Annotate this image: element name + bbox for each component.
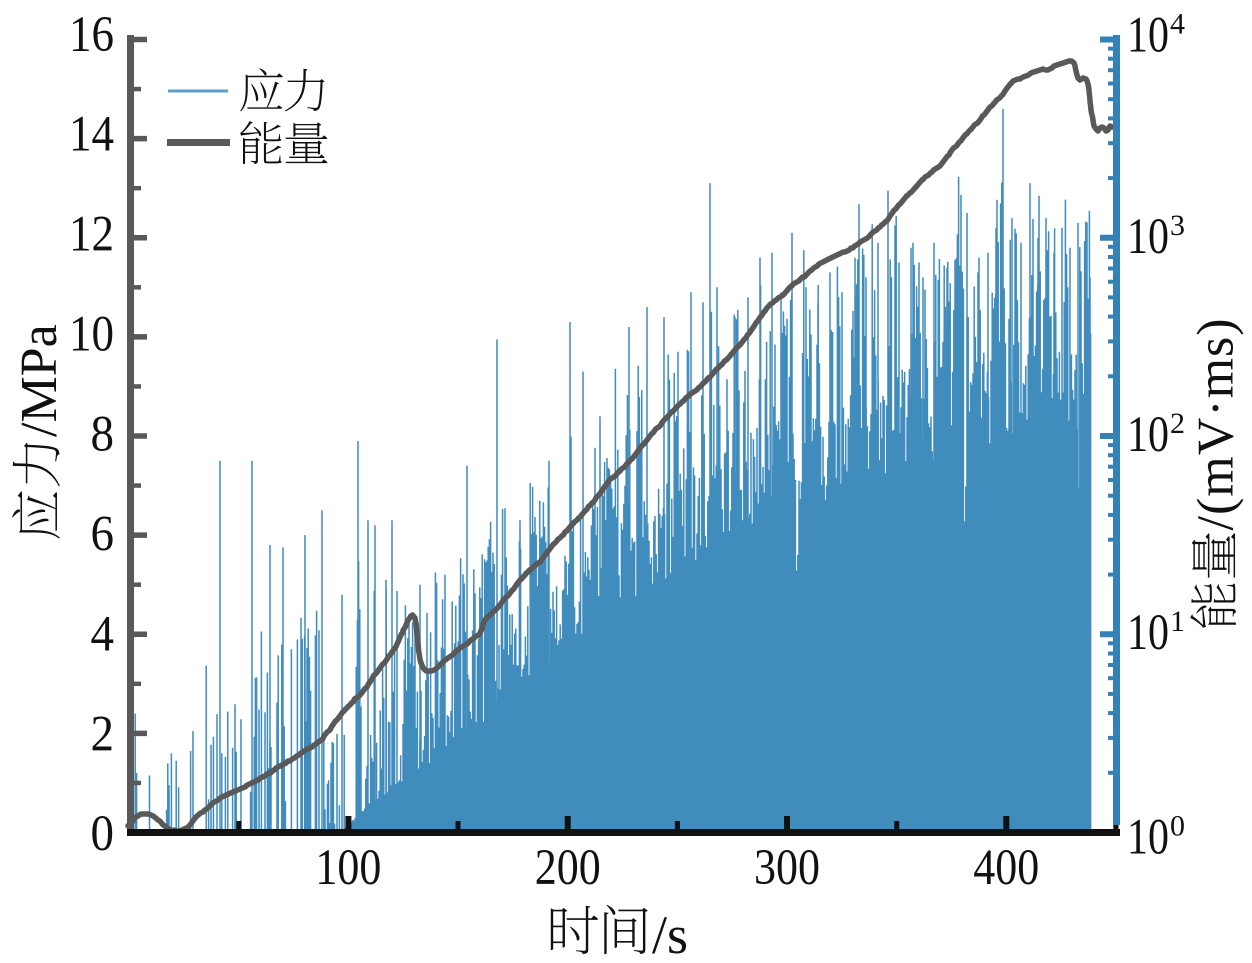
svg-text:104: 104: [1127, 8, 1185, 64]
svg-text:10: 10: [69, 307, 114, 363]
svg-text:200: 200: [535, 840, 601, 896]
svg-text:6: 6: [91, 506, 115, 562]
svg-text:16: 16: [69, 7, 114, 63]
svg-text:300: 300: [754, 840, 820, 896]
svg-text:12: 12: [69, 207, 114, 263]
svg-text:0: 0: [91, 806, 115, 862]
svg-text:4: 4: [91, 606, 115, 662]
svg-text:100: 100: [1127, 810, 1185, 866]
svg-text:400: 400: [973, 840, 1039, 896]
svg-text:101: 101: [1127, 605, 1185, 661]
svg-text:103: 103: [1127, 209, 1185, 265]
svg-text:/MPa: /MPa: [11, 324, 68, 437]
svg-text:102: 102: [1127, 407, 1185, 463]
svg-text:14: 14: [69, 107, 114, 163]
svg-text:/(mV·ms): /(mV·ms): [1188, 317, 1245, 530]
svg-text:100: 100: [315, 840, 381, 896]
svg-text:2: 2: [91, 706, 115, 762]
svg-text:8: 8: [91, 407, 115, 463]
svg-text:/s: /s: [652, 905, 688, 963]
